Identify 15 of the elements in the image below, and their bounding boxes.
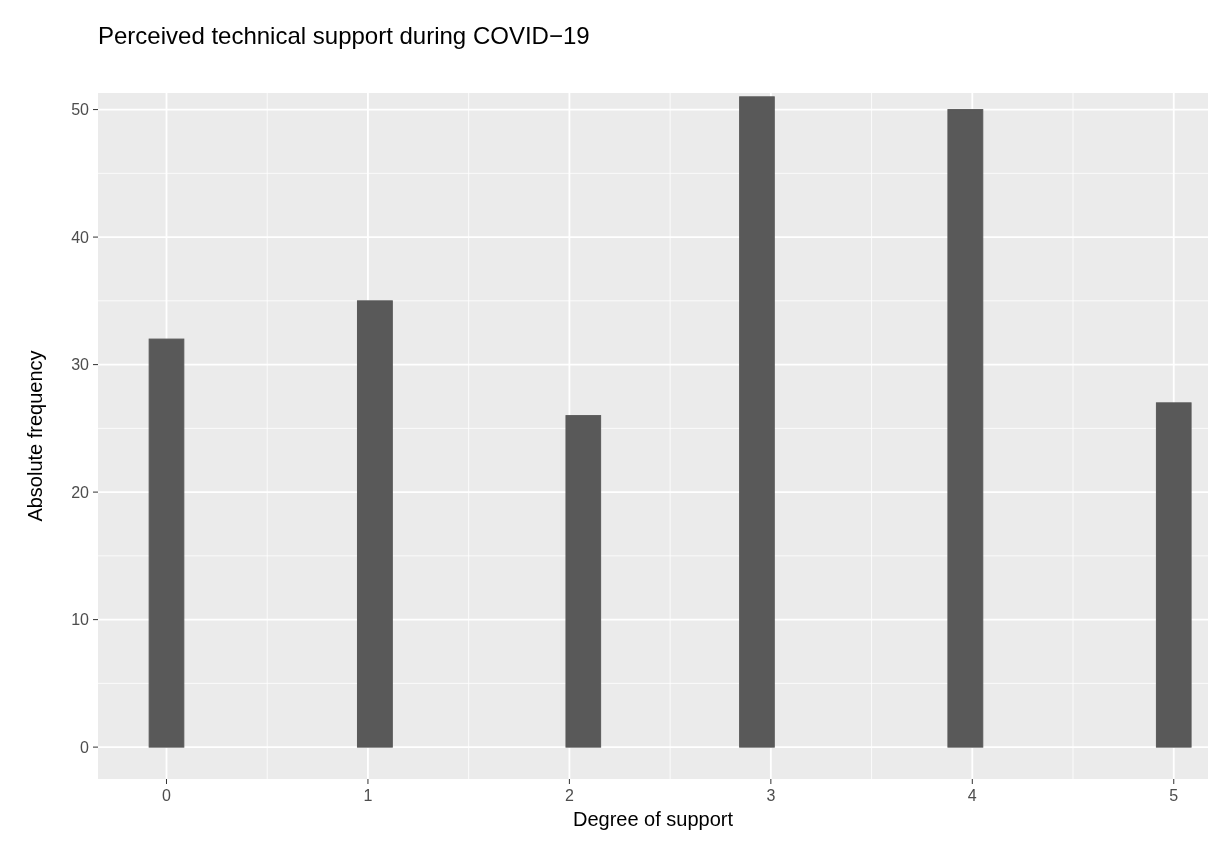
y-tick-label: 30 bbox=[71, 356, 90, 374]
y-tick-label: 10 bbox=[71, 611, 90, 629]
x-tick-label: 3 bbox=[766, 787, 776, 804]
y-tick-label: 20 bbox=[71, 483, 90, 501]
chart-title: Perceived technical support during COVID−19 bbox=[98, 22, 590, 49]
y-axis-title: Absolute frequency bbox=[24, 350, 46, 522]
x-tick-label: 0 bbox=[162, 787, 172, 804]
x-tick-label: 4 bbox=[967, 787, 977, 804]
y-tick-label: 40 bbox=[71, 228, 90, 246]
x-tick-label: 5 bbox=[1169, 787, 1179, 804]
y-tick-label: 0 bbox=[80, 738, 90, 756]
y-tick-label: 50 bbox=[71, 101, 90, 119]
x-tick-label: 2 bbox=[564, 787, 574, 804]
x-axis-title: Degree of support bbox=[572, 808, 734, 830]
x-tick-label: 1 bbox=[363, 787, 373, 804]
